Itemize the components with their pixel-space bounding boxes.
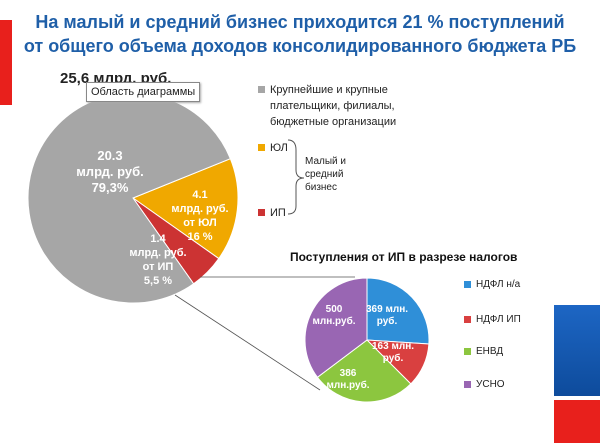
sub-pie-label-1: 163 млн. руб. (372, 341, 414, 364)
main-legend-label-1: ЮЛ (270, 142, 288, 154)
slide-title: На малый и средний бизнес приходится 21 … (0, 10, 600, 58)
right-decor-blue (554, 305, 600, 400)
right-decor-divider (554, 396, 600, 402)
main-pie-label-0: 20.3 млрд. руб. 79,3% (76, 148, 144, 195)
sub-pie-slice-0[interactable] (366, 277, 430, 345)
connector-line-bottom (174, 294, 321, 391)
main-pie-label-2: 1.4 млрд. руб. от ИП 5,5 % (129, 233, 186, 287)
sub-legend-swatch-2 (464, 348, 471, 355)
sub-pie-label-3: 500 млн.руб. (312, 304, 355, 327)
main-legend-swatch-1 (258, 144, 265, 151)
sub-legend-label-0: НДФЛ н/а (476, 279, 521, 290)
pie-connector-lines (174, 276, 355, 391)
sub-legend-swatch-0 (464, 281, 471, 288)
sub-chart-title: Поступления от ИП в разрезе налогов (290, 250, 518, 264)
brace-label: Малый и средний бизнес (305, 156, 346, 193)
right-decor-red (554, 400, 600, 443)
main-pie-label-1: 4.1 млрд. руб. от ЮЛ 16 % (171, 189, 228, 243)
sub-pie-slice-2[interactable] (316, 339, 412, 403)
main-legend-label-0: Крупнейшие и крупные плательщики, филиал… (270, 84, 397, 128)
sub-pie-label-0: 369 млн. руб. (366, 304, 408, 327)
brace-shape (287, 139, 305, 215)
sub-legend-label-2: ЕНВД (476, 346, 504, 357)
main-pie-slice-1[interactable] (131, 158, 239, 260)
main-pie-slice-0[interactable] (27, 92, 232, 304)
title-line-2: от общего объема доходов консолидированн… (23, 36, 577, 56)
title-line-1: На малый и средний бизнес приходится 21 … (35, 12, 565, 32)
sub-legend-label-3: УСНО (476, 379, 505, 390)
sub-legend-label-1: НДФЛ ИП (476, 314, 521, 325)
left-accent-bar (0, 20, 12, 105)
ip-tax-pie-chart[interactable]: 369 млн. руб. 163 млн. руб.386 млн.руб. 500 мл… (304, 277, 430, 403)
sme-brace (287, 139, 305, 215)
main-legend-swatch-2 (258, 209, 265, 216)
sub-legend-swatch-3 (464, 381, 471, 388)
main-legend-swatch-0 (258, 86, 265, 93)
main-pie-chart[interactable]: 20.3 млрд. руб. 79,3% 4.1 млрд. руб. от ЮЛ 16 … (27, 92, 239, 304)
sub-pie-label-2: 386 млн.руб. (326, 368, 369, 391)
chart-area-tooltip: Область диаграммы (86, 82, 200, 102)
main-legend-label-2: ИП (270, 207, 286, 219)
sub-pie-slice-3[interactable] (304, 277, 368, 378)
sub-legend-swatch-1 (464, 316, 471, 323)
